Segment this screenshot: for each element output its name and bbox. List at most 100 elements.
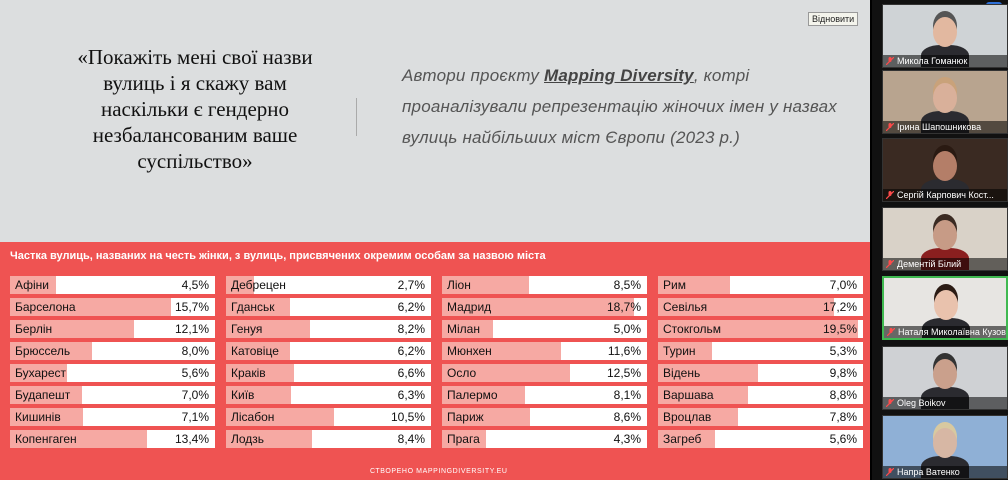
value-label: 7,1% [181, 410, 209, 424]
chart-row: Брюссель 8,0% [10, 342, 215, 360]
value-label: 9,8% [829, 366, 857, 380]
chart-row: Осло 12,5% [442, 364, 647, 382]
chart-row: Турин 5,3% [658, 342, 863, 360]
mic-muted-icon [886, 57, 894, 65]
participant-name: Ірина Шапошникова [883, 121, 1007, 133]
avatar [933, 220, 957, 250]
credit-text: СТВОРЕНО MAPPINGDIVERSITY.EU [370, 468, 508, 475]
city-label: Будапешт [15, 388, 71, 402]
value-label: 10,5% [390, 410, 425, 424]
value-label: 8,8% [829, 388, 857, 402]
bar-fill [442, 342, 561, 360]
city-label: Загреб [663, 432, 702, 446]
divider [356, 98, 357, 136]
value-label: 6,2% [397, 300, 425, 314]
bar-fill [226, 364, 294, 382]
chart-row: Варшава 8,8% [658, 386, 863, 404]
brand-link[interactable]: Mapping Diversity [544, 66, 694, 85]
participant-tile[interactable]: Напра Ватенко [882, 415, 1008, 479]
shared-slide: Відновити «Покажіть мені свої назви вули… [0, 0, 870, 480]
value-label: 6,3% [397, 388, 425, 402]
city-label: Вроцлав [663, 410, 712, 424]
value-label: 19,5% [822, 322, 857, 336]
value-label: 7,0% [829, 278, 857, 292]
value-label: 5,6% [829, 432, 857, 446]
chart-row: Вроцлав 7,8% [658, 408, 863, 426]
chart-row: Стокгольм 19,5% [658, 320, 863, 338]
participant-tile[interactable]: Микола Гоманюк [882, 4, 1008, 68]
city-label: Копенгаген [15, 432, 77, 446]
city-label: Турин [663, 344, 696, 358]
city-label: Кишинів [15, 410, 61, 424]
chart-row: Копенгаген 13,4% [10, 430, 215, 448]
bar-fill [658, 386, 749, 404]
city-label: Барселона [15, 300, 76, 314]
bar-fill [442, 364, 571, 382]
bar-fill [226, 408, 334, 426]
bar-fill [658, 320, 858, 338]
chart-row: Рим 7,0% [658, 276, 863, 294]
city-label: Рим [663, 278, 686, 292]
avatar [933, 83, 957, 113]
chart-column: Ліон 8,5% Мадрид 18,7% Мілан 5,0% Мюнхен 11,6% О… [442, 276, 647, 452]
value-label: 18,7% [606, 300, 641, 314]
bar-fill [10, 386, 82, 404]
avatar [933, 428, 957, 458]
mic-muted-icon [886, 260, 894, 268]
participant-tile[interactable]: Дементій Білий [882, 207, 1008, 271]
chart-row: Мадрид 18,7% [442, 298, 647, 316]
chart-row: Палермо 8,1% [442, 386, 647, 404]
value-label: 11,6% [607, 344, 641, 358]
chart-row: Кишинів 7,1% [10, 408, 215, 426]
value-label: 13,4% [174, 432, 209, 446]
value-label: 15,7% [174, 300, 209, 314]
value-label: 8,2% [397, 322, 425, 336]
participant-tile[interactable]: Сергій Карпович Кост... [882, 138, 1008, 202]
city-label: Лодзь [231, 432, 265, 446]
value-label: 8,1% [613, 388, 641, 402]
city-label: Бухарест [15, 366, 66, 380]
participant-tile[interactable]: Наталя Миколаївна Кузов... [882, 276, 1008, 340]
bar-fill [658, 408, 738, 426]
participant-tile[interactable]: Ірина Шапошникова [882, 70, 1008, 134]
participant-tile[interactable]: Oleg Boikov [882, 346, 1008, 410]
bar-fill [658, 298, 835, 316]
chart-row: Афіни 4,5% [10, 276, 215, 294]
chart-column: Афіни 4,5% Барселона 15,7% Берлін 12,1% Брюссе… [10, 276, 215, 452]
authors-text: Автори проєкту Mapping Diversity, котрі … [402, 60, 842, 153]
chart-row: Катовіце 6,2% [226, 342, 431, 360]
bar-fill [226, 386, 291, 404]
value-label: 12,5% [606, 366, 641, 380]
participant-name: Наталя Миколаївна Кузов... [884, 326, 1006, 338]
chart-row: Прага 4,3% [442, 430, 647, 448]
mic-muted-icon [886, 468, 894, 476]
chart-row: Краків 6,6% [226, 364, 431, 382]
bar-fill [442, 386, 526, 404]
avatar [934, 290, 958, 320]
bar-fill [10, 408, 83, 426]
chart-row: Берлін 12,1% [10, 320, 215, 338]
chart-row: Мюнхен 11,6% [442, 342, 647, 360]
chart-panel: Частка вулиць, названих на честь жінки, … [0, 242, 870, 480]
bar-fill [226, 320, 311, 338]
bar-fill [10, 430, 148, 448]
bar-fill [10, 298, 171, 316]
bar-fill [226, 276, 254, 294]
city-label: Осло [447, 366, 477, 380]
city-label: Стокгольм [663, 322, 721, 336]
value-label: 8,4% [397, 432, 425, 446]
bar-fill [658, 342, 713, 360]
bar-fill [226, 430, 313, 448]
chart-column: Дебрецен 2,7% Гданськ 6,2% Генуя 8,2% Катовіце… [226, 276, 431, 452]
value-label: 5,3% [829, 344, 857, 358]
bar-fill [658, 430, 716, 448]
bar-fill [10, 364, 68, 382]
resume-button[interactable]: Відновити [808, 12, 859, 26]
chart-row: Севілья 17,2% [658, 298, 863, 316]
chart-row: Загреб 5,6% [658, 430, 863, 448]
city-label: Відень [663, 366, 701, 380]
bar-fill [442, 430, 487, 448]
chart-row: Дебрецен 2,7% [226, 276, 431, 294]
value-label: 12,1% [174, 322, 209, 336]
